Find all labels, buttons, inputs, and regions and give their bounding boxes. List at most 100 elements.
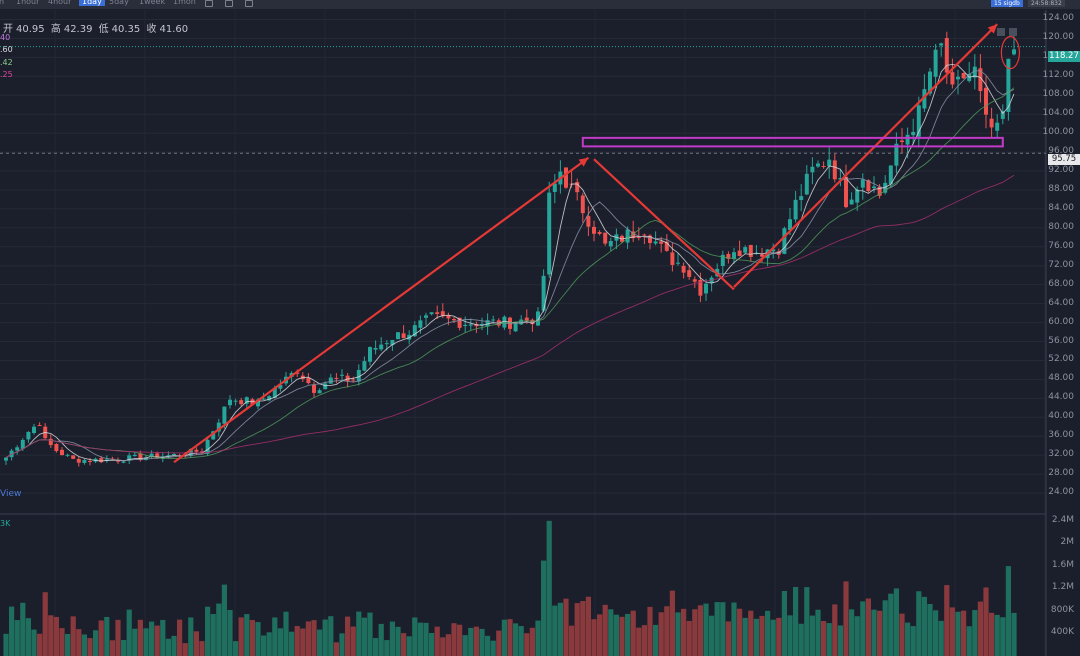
- volume-bar: [109, 640, 115, 656]
- volume-bar: [294, 626, 300, 656]
- price-tick-label: 40.00: [1048, 411, 1074, 422]
- volume-bar: [182, 643, 188, 656]
- volume-bar: [76, 629, 82, 656]
- volume-bar: [882, 600, 888, 656]
- volume-bar: [613, 614, 619, 656]
- timeframe-1day[interactable]: 1day: [79, 0, 105, 6]
- volume-bar: [933, 610, 939, 656]
- volume-tick-label: 800K: [1050, 604, 1074, 615]
- price-tick-label: 80.00: [1048, 221, 1074, 232]
- volume-bar: [776, 617, 782, 656]
- candle-body: [256, 399, 260, 407]
- candle-body: [597, 232, 602, 234]
- high-label: 高: [50, 24, 61, 35]
- candle-body: [239, 400, 244, 405]
- candle-body: [905, 134, 910, 145]
- candle-body: [692, 279, 697, 282]
- candle-body: [782, 228, 787, 254]
- volume-bars: [3, 520, 1017, 656]
- volume-bar: [927, 603, 933, 656]
- candle-body: [804, 173, 809, 195]
- timeframe-1week[interactable]: 1week: [139, 0, 166, 6]
- candle-body: [138, 453, 143, 461]
- annotations[interactable]: [173, 23, 1021, 464]
- volume-tick-label: 1.2M: [1051, 582, 1074, 593]
- volume-bar: [289, 631, 295, 656]
- trend-arrow-1[interactable]: [173, 156, 590, 464]
- chart-type-icon[interactable]: [205, 0, 213, 7]
- volume-bar: [277, 628, 283, 656]
- timeframe-1mon[interactable]: 1mon: [173, 0, 196, 6]
- candle-body: [771, 249, 776, 252]
- volume-bar: [154, 625, 160, 656]
- volume-bar: [9, 606, 15, 656]
- candle-body: [978, 68, 983, 92]
- candle-body: [933, 49, 938, 77]
- candle-body: [944, 38, 949, 73]
- candle-body: [586, 216, 591, 227]
- volume-bar: [98, 620, 104, 656]
- trend-arrow-2[interactable]: [593, 158, 735, 291]
- candle-body: [911, 131, 916, 136]
- candle-body: [424, 315, 428, 318]
- volume-bar: [518, 626, 524, 656]
- timeframe-h[interactable]: h: [0, 0, 5, 6]
- candle-body: [648, 235, 652, 243]
- volume-bar: [3, 633, 9, 656]
- volume-bar: [977, 601, 983, 656]
- candle-body: [754, 253, 759, 255]
- volume-tick-label: 400K: [1050, 627, 1074, 638]
- resistance-box[interactable]: [581, 136, 1004, 148]
- share-icon[interactable]: [245, 0, 253, 7]
- volume-bar: [893, 588, 899, 656]
- candle-body: [676, 262, 680, 264]
- candle-body: [418, 320, 423, 328]
- candle-body: [390, 339, 395, 346]
- volume-bar: [93, 630, 99, 656]
- volume-bar: [714, 602, 720, 656]
- volume-bar: [395, 626, 401, 656]
- volume-bar: [625, 613, 631, 656]
- candle-body: [984, 87, 988, 115]
- candle-body: [99, 458, 104, 463]
- volume-bar: [546, 520, 552, 656]
- volume-bar: [322, 619, 328, 656]
- timeframe-5day[interactable]: 5day: [109, 0, 129, 6]
- volume-bar: [70, 616, 76, 656]
- settings-icon[interactable]: [225, 0, 233, 7]
- timeframe-4hour[interactable]: 4hour: [48, 0, 72, 6]
- candle-body: [15, 447, 20, 451]
- volume-bar: [501, 619, 507, 656]
- candle-body: [76, 458, 81, 463]
- candle-body: [457, 317, 462, 328]
- open-value: 40.95: [16, 24, 45, 35]
- scale-toggle-icon[interactable]: [997, 28, 1005, 36]
- candle-body: [894, 143, 899, 166]
- lock-icon[interactable]: [1009, 28, 1017, 36]
- volume-bar: [300, 628, 306, 656]
- highlight-circle[interactable]: [1000, 36, 1021, 70]
- low-value: 40.35: [111, 24, 141, 35]
- trend-arrow-3[interactable]: [733, 23, 998, 288]
- volume-bar: [1000, 617, 1006, 656]
- candle-body: [26, 431, 31, 440]
- candle-body: [127, 455, 132, 461]
- candle-body: [956, 76, 960, 80]
- candle-body: [1000, 111, 1005, 119]
- low-label: 低: [98, 24, 109, 35]
- volume-bar: [1011, 612, 1017, 656]
- volume-bar: [686, 620, 692, 656]
- last-price-badge: 118.27: [1048, 51, 1080, 62]
- candle-body: [513, 323, 518, 332]
- candle-body: [793, 199, 798, 220]
- candle-body: [373, 348, 378, 350]
- realtime-badge[interactable]: 15 sigdb: [991, 0, 1023, 7]
- candle-body: [737, 250, 742, 257]
- candle-body: [233, 400, 238, 402]
- candle-body: [541, 275, 546, 311]
- volume-bar: [910, 626, 916, 656]
- price-tick-label: 28.00: [1048, 468, 1074, 479]
- candle-body: [827, 159, 832, 167]
- timeframe-1hour[interactable]: 1hour: [16, 0, 40, 6]
